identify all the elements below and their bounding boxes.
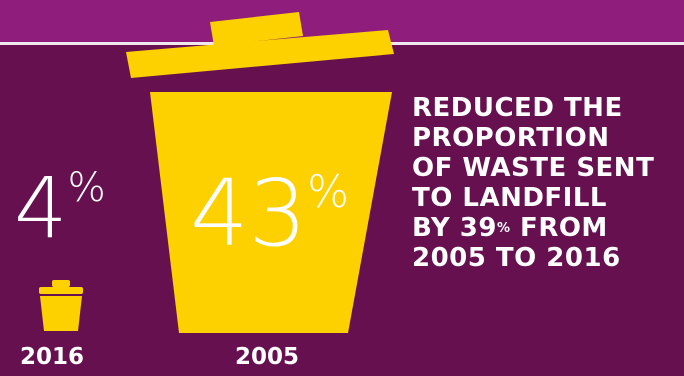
small-bin-body xyxy=(40,296,82,331)
year-2005-label: 2005 xyxy=(235,344,300,370)
headline-line-5-unit: % xyxy=(496,221,511,237)
headline-line-4: TO LANDFILL xyxy=(412,183,607,213)
headline-line-5-suffix: FROM xyxy=(510,213,608,243)
headline-line-5-prefix: BY 39 xyxy=(412,213,497,243)
small-bin-lid xyxy=(39,287,83,294)
headline-line-3: OF WASTE SENT xyxy=(412,153,655,183)
percent-2016-value: 4 xyxy=(14,159,68,257)
headline-line-5: BY 39% FROM xyxy=(412,213,680,243)
headline: REDUCED THE PROPORTION OF WASTE SENT TO … xyxy=(412,93,680,273)
headline-line-1: REDUCED THE xyxy=(412,93,623,123)
percent-2016: 4% xyxy=(14,166,106,250)
large-bin-lid xyxy=(126,30,394,78)
small-bin-handle xyxy=(52,280,70,287)
percent-2005-value: 43 xyxy=(190,160,308,267)
large-bin-lid-handle xyxy=(210,12,303,46)
percent-2005: 43% xyxy=(190,168,349,260)
headline-line-6: 2005 TO 2016 xyxy=(412,243,621,273)
headline-line-2: PROPORTION xyxy=(412,123,610,153)
year-2016-label: 2016 xyxy=(20,344,85,370)
percent-2005-unit: % xyxy=(307,166,350,218)
small-trash-bin-icon xyxy=(39,280,83,331)
large-trash-bin-icon xyxy=(126,12,394,333)
percent-2016-unit: % xyxy=(67,164,106,212)
large-bin-body xyxy=(150,92,392,333)
